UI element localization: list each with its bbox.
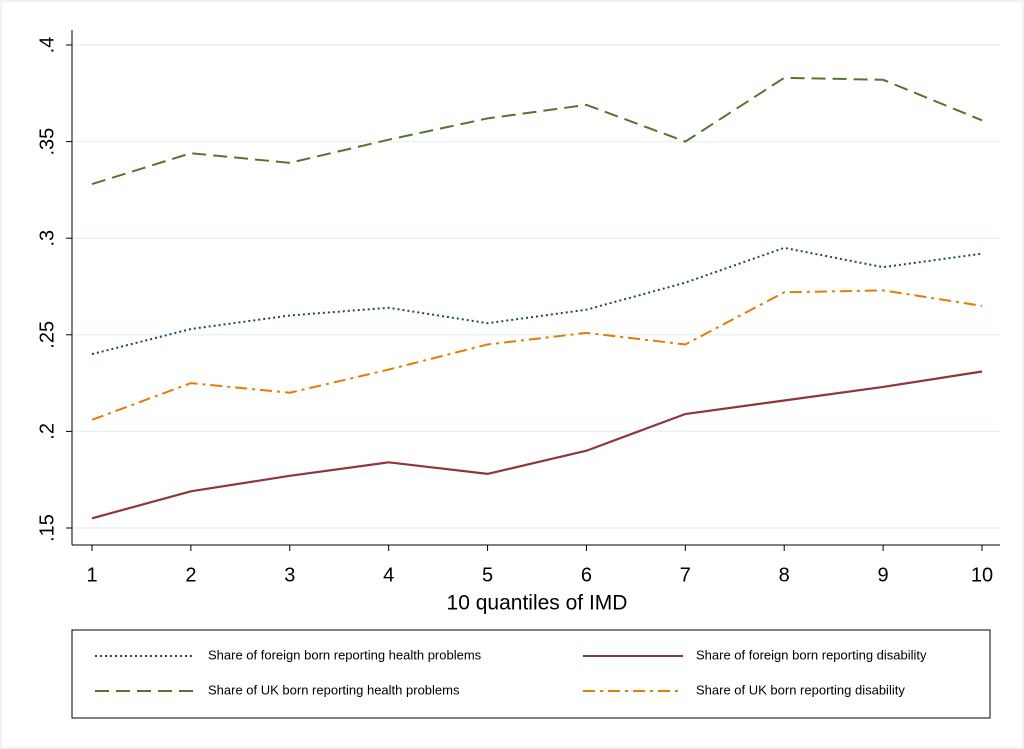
x-tick-label: 10 bbox=[971, 564, 993, 586]
y-tick-label: .4 bbox=[36, 37, 58, 54]
y-tick-label: .3 bbox=[36, 230, 58, 247]
legend-label: Share of UK born reporting disability bbox=[696, 682, 905, 697]
legend-label: Share of foreign born reporting disabili… bbox=[696, 647, 927, 662]
x-axis-title: 10 quantiles of IMD bbox=[447, 592, 628, 615]
series-line bbox=[91, 246, 983, 356]
legend-box bbox=[71, 629, 991, 719]
legend-label: Share of foreign born reporting health p… bbox=[208, 647, 482, 662]
x-tick-label: 1 bbox=[86, 564, 97, 586]
x-tick-label: 3 bbox=[284, 564, 295, 586]
legend-label: Share of UK born reporting health proble… bbox=[208, 682, 460, 697]
x-tick-label: 4 bbox=[383, 564, 394, 586]
x-tick-label: 8 bbox=[779, 564, 790, 586]
x-tick-label: 6 bbox=[581, 564, 592, 586]
y-tick-label: .25 bbox=[36, 321, 58, 349]
series-line bbox=[91, 76, 983, 186]
x-tick-label: 9 bbox=[878, 564, 889, 586]
series-line bbox=[91, 289, 983, 421]
y-tick-label: .35 bbox=[36, 128, 58, 156]
x-tick-label: 7 bbox=[680, 564, 691, 586]
y-tick-label: .2 bbox=[36, 423, 58, 440]
y-tick-label: .15 bbox=[36, 514, 58, 542]
series-line bbox=[91, 370, 983, 520]
x-tick-label: 5 bbox=[482, 564, 493, 586]
x-tick-label: 2 bbox=[185, 564, 196, 586]
